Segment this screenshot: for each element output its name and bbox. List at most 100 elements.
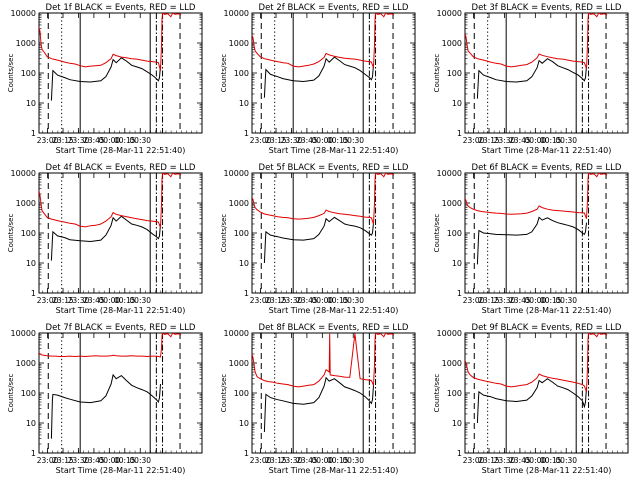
x-tick-label: 23:00 <box>37 296 59 305</box>
x-tick-label: 00:15 <box>540 136 562 145</box>
x-axis-label: Start Time (28-Mar-11 22:51:40) <box>56 146 186 155</box>
x-tick-label: 00:15 <box>114 456 136 465</box>
plot-frame <box>251 12 416 134</box>
x-tick-label: 00:00 <box>312 136 334 145</box>
y-axis-label: Counts/sec <box>220 54 228 93</box>
y-tick-label: 10000 <box>11 9 36 18</box>
plot-frame <box>251 332 416 454</box>
y-tick-label: 1000 <box>16 359 36 368</box>
x-tick-label: 23:15 <box>52 456 74 465</box>
x-axis-label: Start Time (28-Mar-11 22:51:40) <box>482 306 612 315</box>
chart-title: Det 1f BLACK = Events, RED = LLD <box>46 3 196 13</box>
x-tick-label: 00:00 <box>525 296 547 305</box>
x-tick-label: 00:00 <box>99 136 121 145</box>
y-tick-label: 1000 <box>16 39 36 48</box>
x-tick-label: 23:00 <box>463 456 485 465</box>
x-tick-label: 23:45 <box>296 136 318 145</box>
x-tick-label: 23:00 <box>250 296 272 305</box>
x-tick-label: 23:30 <box>281 456 303 465</box>
y-tick-label: 1000 <box>442 39 462 48</box>
chart-title: Det 9f BLACK = Events, RED = LLD <box>472 323 622 333</box>
x-tick-label: 23:45 <box>509 296 531 305</box>
x-tick-label: 00:00 <box>312 456 334 465</box>
lld-series-line <box>252 13 395 68</box>
y-axis-label: Counts/sec <box>7 54 15 93</box>
x-tick-label: 23:30 <box>281 136 303 145</box>
y-tick-label: 10 <box>452 99 462 108</box>
y-axis-label: Counts/sec <box>433 214 441 253</box>
x-axis-label: Start Time (28-Mar-11 22:51:40) <box>56 466 186 475</box>
y-tick-label: 1 <box>31 449 36 458</box>
x-tick-label: 00:30 <box>555 296 577 305</box>
x-tick-label: 23:15 <box>478 456 500 465</box>
x-axis-label: Start Time (28-Mar-11 22:51:40) <box>269 466 399 475</box>
y-tick-label: 10 <box>452 259 462 268</box>
x-axis-label: Start Time (28-Mar-11 22:51:40) <box>269 146 399 155</box>
x-tick-label: 00:30 <box>129 296 151 305</box>
y-tick-label: 1 <box>457 289 462 298</box>
x-tick-label: 23:30 <box>68 136 90 145</box>
y-tick-label: 1 <box>31 289 36 298</box>
x-tick-label: 23:30 <box>68 296 90 305</box>
x-tick-label: 00:00 <box>99 456 121 465</box>
events-series-line <box>263 56 374 98</box>
lld-series-line <box>465 333 608 392</box>
x-tick-label: 00:00 <box>525 136 547 145</box>
events-series-line <box>50 373 161 439</box>
x-tick-label: 00:00 <box>99 296 121 305</box>
y-tick-label: 100 <box>234 389 249 398</box>
y-tick-label: 10000 <box>224 169 249 178</box>
y-axis-label: Counts/sec <box>7 214 15 253</box>
chart-panel-2: Det 2f BLACK = Events, RED = LLD 1 10 100 10… <box>220 3 416 155</box>
y-tick-label: 10 <box>26 99 36 108</box>
chart-panel-6: Det 6f BLACK = Events, RED = LLD 1 10 100 10… <box>433 163 629 315</box>
chart-title: Det 2f BLACK = Events, RED = LLD <box>259 3 409 13</box>
x-axis-label: Start Time (28-Mar-11 22:51:40) <box>482 146 612 155</box>
lld-series-line <box>39 333 182 358</box>
y-tick-label: 10 <box>26 419 36 428</box>
events-series-line <box>476 216 587 265</box>
y-tick-label: 100 <box>447 229 462 238</box>
x-tick-label: 00:00 <box>312 296 334 305</box>
chart-panel-9: Det 9f BLACK = Events, RED = LLD 1 10 100 10… <box>433 323 629 475</box>
plot-frame <box>38 332 203 454</box>
y-tick-label: 100 <box>447 389 462 398</box>
y-tick-label: 10 <box>26 259 36 268</box>
chart-title: Det 3f BLACK = Events, RED = LLD <box>472 3 622 13</box>
x-tick-label: 23:15 <box>52 296 74 305</box>
plot-frame <box>38 12 203 134</box>
chart-panel-3: Det 3f BLACK = Events, RED = LLD 1 10 100 10… <box>433 3 629 155</box>
y-tick-label: 100 <box>21 389 36 398</box>
x-tick-label: 23:15 <box>265 296 287 305</box>
events-series-line <box>50 215 161 261</box>
y-tick-label: 1000 <box>16 199 36 208</box>
x-tick-label: 23:15 <box>265 456 287 465</box>
x-tick-label: 00:15 <box>327 296 349 305</box>
x-tick-label: 00:30 <box>342 456 364 465</box>
x-tick-label: 00:15 <box>540 296 562 305</box>
x-tick-label: 00:15 <box>327 456 349 465</box>
plot-frame <box>464 332 629 454</box>
x-tick-label: 23:30 <box>494 136 516 145</box>
x-tick-label: 23:30 <box>494 456 516 465</box>
x-tick-label: 00:15 <box>114 136 136 145</box>
x-tick-label: 00:30 <box>555 136 577 145</box>
x-tick-label: 00:00 <box>525 456 547 465</box>
events-series-line <box>263 376 374 433</box>
y-tick-label: 10 <box>239 419 249 428</box>
x-tick-label: 23:45 <box>296 296 318 305</box>
x-tick-label: 23:00 <box>250 136 272 145</box>
events-series-line <box>476 378 587 424</box>
chart-title: Det 6f BLACK = Events, RED = LLD <box>472 163 622 173</box>
x-tick-label: 23:45 <box>509 456 531 465</box>
events-series-line <box>263 216 374 264</box>
y-tick-label: 10 <box>239 99 249 108</box>
x-tick-label: 00:30 <box>555 456 577 465</box>
y-tick-label: 1000 <box>229 359 249 368</box>
plot-frame <box>38 172 203 294</box>
x-tick-label: 00:30 <box>129 136 151 145</box>
x-tick-label: 23:00 <box>37 136 59 145</box>
x-tick-label: 23:45 <box>83 296 105 305</box>
chart-panel-7: Det 7f BLACK = Events, RED = LLD 1 10 100 10… <box>7 323 203 475</box>
